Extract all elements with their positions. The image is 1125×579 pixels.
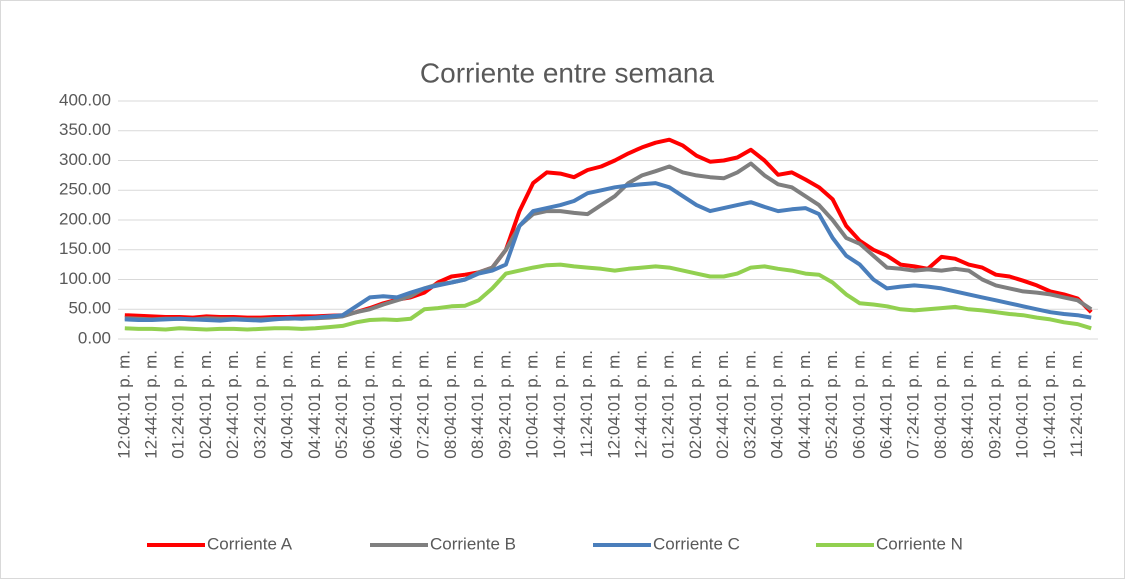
x-tick-label: 12:44:01 p. m. [142, 350, 161, 459]
x-tick-label: 06:44:01 p. m. [387, 350, 406, 459]
x-tick-label: 02:04:01 p. m. [686, 350, 705, 459]
y-tick-label: 200.00 [59, 209, 111, 228]
legend-label: Corriente B [430, 534, 516, 553]
legend-label: Corriente C [653, 534, 740, 553]
x-tick-label: 08:44:01 p. m. [468, 350, 487, 459]
x-tick-label: 04:04:01 p. m. [768, 350, 787, 459]
x-tick-label: 08:44:01 p. m. [958, 350, 977, 459]
series-line [124, 181, 1092, 323]
y-tick-label: 300.00 [59, 150, 111, 169]
x-tick-label: 06:44:01 p. m. [877, 350, 896, 459]
y-tick-label: 400.00 [59, 90, 111, 109]
y-tick-label: 100.00 [59, 269, 111, 288]
x-tick-label: 10:44:01 p. m. [550, 350, 569, 459]
x-tick-label: 07:24:01 p. m. [904, 350, 923, 459]
x-tick-label: 01:24:01 p. m. [169, 350, 188, 459]
y-tick-label: 50.00 [68, 299, 111, 318]
series-line [124, 262, 1092, 332]
x-tick-label: 06:04:01 p. m. [849, 350, 868, 459]
x-tick-label: 09:24:01 p. m. [495, 350, 514, 459]
x-tick-label: 10:04:01 p. m. [523, 350, 542, 459]
y-tick-label: 250.00 [59, 180, 111, 199]
legend-label: Corriente N [876, 534, 963, 553]
x-tick-label: 05:24:01 p. m. [822, 350, 841, 459]
x-tick-label: 08:04:01 p. m. [931, 350, 950, 459]
x-tick-label: 12:04:01 p. m. [604, 350, 623, 459]
x-tick-label: 12:44:01 p. m. [632, 350, 651, 459]
x-tick-label: 04:44:01 p. m. [795, 350, 814, 459]
x-tick-label: 04:04:01 p. m. [278, 350, 297, 459]
x-tick-label: 08:04:01 p. m. [441, 350, 460, 459]
x-tick-label: 07:24:01 p. m. [414, 350, 433, 459]
x-tick-label: 03:24:01 p. m. [740, 350, 759, 459]
x-tick-label: 12:04:01 p. m. [114, 350, 133, 459]
x-tick-label: 10:04:01 p. m. [1013, 350, 1032, 459]
x-tick-label: 11:24:01 p. m. [1067, 350, 1086, 457]
y-tick-label: 350.00 [59, 120, 111, 139]
x-tick-label: 05:24:01 p. m. [332, 350, 351, 459]
chart-title: Corriente entre semana [420, 57, 715, 88]
x-tick-label: 06:04:01 p. m. [359, 350, 378, 459]
x-tick-label: 11:24:01 p. m. [577, 350, 596, 457]
x-tick-label: 09:24:01 p. m. [985, 350, 1004, 459]
x-tick-label: 02:44:01 p. m. [223, 350, 242, 459]
y-tick-label: 150.00 [59, 239, 111, 258]
x-tick-label: 04:44:01 p. m. [305, 350, 324, 459]
x-tick-label: 03:24:01 p. m. [250, 350, 269, 459]
x-tick-label: 02:04:01 p. m. [196, 350, 215, 459]
x-tick-label: 02:44:01 p. m. [713, 350, 732, 459]
x-tick-label: 01:24:01 p. m. [659, 350, 678, 459]
y-tick-label: 0.00 [78, 328, 111, 347]
legend-label: Corriente A [207, 534, 293, 553]
x-tick-label: 10:44:01 p. m. [1040, 350, 1059, 459]
